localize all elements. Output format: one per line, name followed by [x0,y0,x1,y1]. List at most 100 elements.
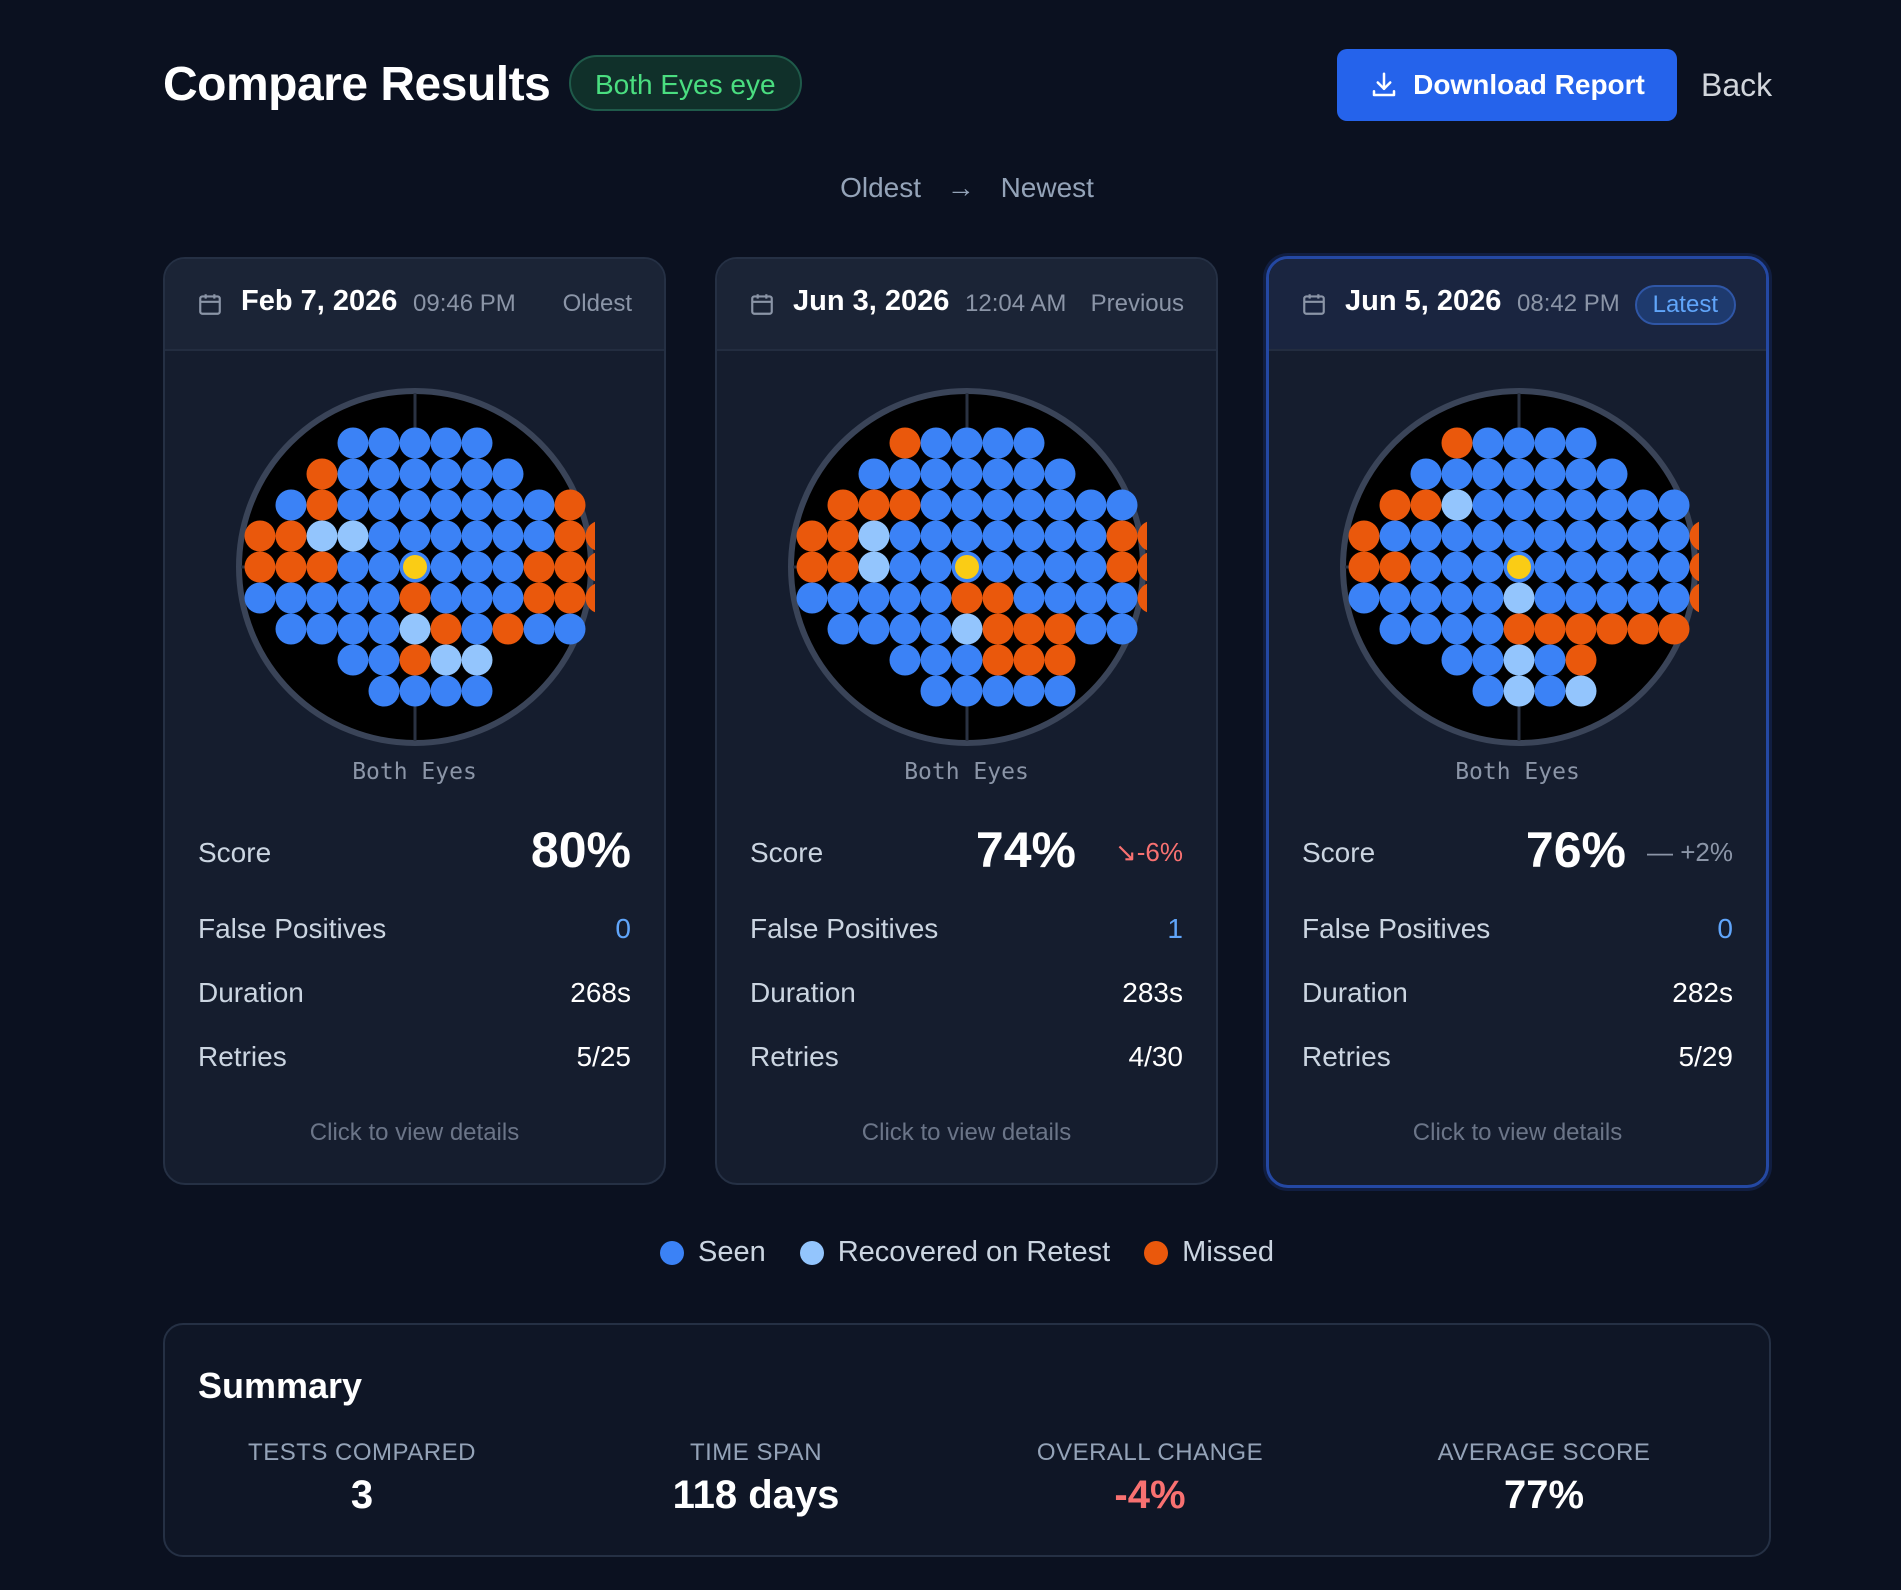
field-point-seen [430,458,462,490]
field-point-seen [399,520,431,552]
field-point-seen [920,520,952,552]
field-point-missed [523,582,555,614]
field-point-seen [1534,644,1566,676]
field-point-seen [306,582,338,614]
field-point-seen [1075,489,1107,521]
calendar-icon [1303,294,1325,315]
field-point-missed [796,551,828,583]
false-positives-row: False Positives 0 [198,909,631,949]
field-point-seen [1410,520,1442,552]
field-point-seen [461,551,493,583]
field-point-seen [1472,613,1504,645]
field-point-missed [1106,520,1138,552]
legend-label: Seen [697,1236,766,1268]
legend-label: Recovered on Retest [837,1236,1111,1268]
field-point-seen [1472,520,1504,552]
field-point-seen [337,644,369,676]
field-point-seen [523,489,555,521]
field-point-seen [337,582,369,614]
field-point-recovered [306,520,338,552]
field-point-seen [1441,551,1473,583]
field-point-missed [585,552,595,582]
view-details-link[interactable]: Click to view details [1412,1119,1623,1146]
summary-title: Summary [198,1365,363,1406]
field-point-seen [1596,551,1628,583]
fixation-point [403,555,427,579]
duration-row: Duration 283s [750,973,1183,1013]
field-point-seen [1441,644,1473,676]
field-point-recovered [337,520,369,552]
fixation-point [1507,555,1531,579]
field-point-recovered [461,644,493,676]
field-point-seen [399,427,431,459]
duration-label: Duration [198,977,304,1008]
field-point-seen [1410,613,1442,645]
field-point-seen [951,644,983,676]
field-point-missed [275,551,307,583]
field-point-seen [920,458,952,490]
field-point-seen [1441,613,1473,645]
field-point-missed [982,613,1014,645]
false-positives-row: False Positives 1 [750,909,1183,949]
visual-field-plot [788,388,1147,746]
field-point-seen [1503,520,1535,552]
field-point-recovered [1503,644,1535,676]
field-point-seen [827,582,859,614]
field-point-missed [1106,551,1138,583]
header: Compare Results Both Eyes eye Download R… [163,49,1773,121]
card-header: Feb 7, 2026 09:46 PM Oldest [165,259,664,351]
field-point-seen [554,613,586,645]
card-date: Jun 3, 2026 [793,285,950,317]
duration-value: 283s [1122,977,1183,1008]
field-point-seen [1503,458,1535,490]
score-row: Score 76% — +2% [1302,822,1733,878]
field-point-seen [430,520,462,552]
retries-label: Retries [1302,1041,1391,1072]
field-point-missed [430,613,462,645]
field-point-recovered [1503,675,1535,707]
field-point-seen [1441,458,1473,490]
field-point-missed [306,458,338,490]
field-point-recovered [1503,582,1535,614]
score-delta-value: -6% [1136,837,1183,867]
field-point-seen [275,582,307,614]
seen-dot-icon [659,1240,684,1265]
field-point-seen [1534,427,1566,459]
result-card-latest[interactable]: Jun 5, 2026 08:42 PM Latest Both Eyes Sc… [1266,256,1769,1188]
field-point-seen [1472,458,1504,490]
field-point-seen [337,613,369,645]
field-point-missed [554,520,586,552]
field-point-seen [982,458,1014,490]
field-point-seen [368,427,400,459]
result-card-oldest[interactable]: Feb 7, 2026 09:46 PM Oldest Both Eyes Sc… [163,257,666,1185]
field-point-seen [920,644,952,676]
field-point-seen [1627,489,1659,521]
field-point-seen [399,675,431,707]
trend-flat-icon: — [1647,837,1681,867]
download-report-button[interactable]: Download Report [1337,49,1677,121]
field-point-missed [1689,552,1699,582]
field-point-seen [951,427,983,459]
field-point-missed [1410,489,1442,521]
back-link[interactable]: Back [1701,67,1773,103]
view-details-link[interactable]: Click to view details [861,1119,1072,1146]
field-point-seen [982,489,1014,521]
field-point-seen [430,675,462,707]
field-point-seen [951,458,983,490]
field-point-missed [1379,489,1411,521]
field-point-missed [1565,644,1597,676]
score-value: 80% [530,822,631,878]
field-point-seen [1441,582,1473,614]
field-point-seen [982,551,1014,583]
field-point-missed [858,489,890,521]
download-report-label: Download Report [1413,69,1645,100]
false-positives-value: 1 [1167,913,1183,944]
retries-label: Retries [750,1041,839,1072]
field-point-missed [1044,644,1076,676]
field-point-missed [1348,520,1380,552]
view-details-link[interactable]: Click to view details [309,1119,520,1146]
score-row: Score 74% ↘-6% [750,822,1183,878]
field-point-seen [1013,551,1045,583]
field-point-recovered [951,613,983,645]
result-card-previous[interactable]: Jun 3, 2026 12:04 AM Previous Both Eyes … [715,257,1218,1185]
